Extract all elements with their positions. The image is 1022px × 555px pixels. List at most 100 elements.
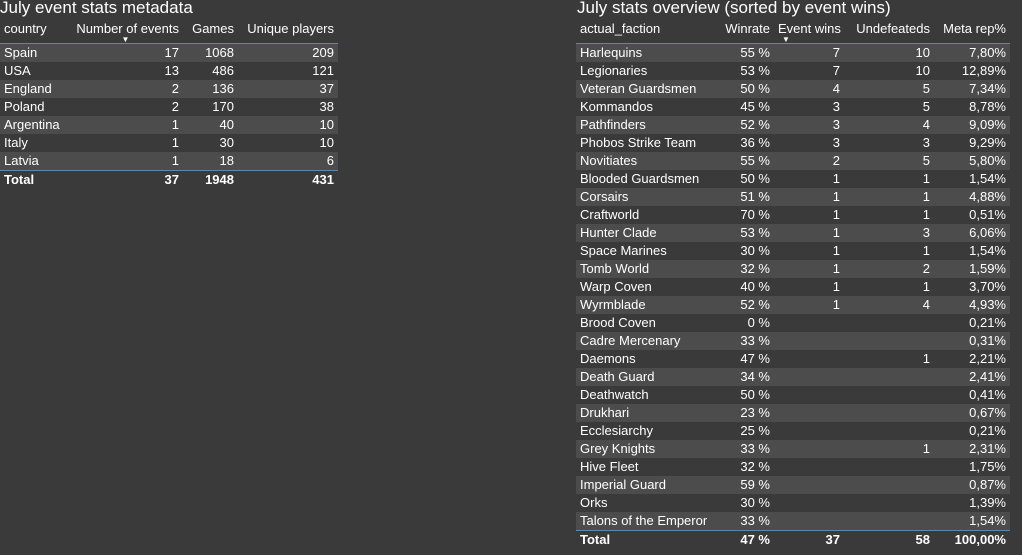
event-wins-cell: 7 [774, 61, 844, 80]
table-row[interactable]: Cadre Mercenary 33 % 0,31% [576, 331, 1010, 350]
table-row[interactable]: Veteran Guardsmen 50 % 4 5 7,34% [576, 79, 1010, 98]
table-row[interactable]: Phobos Strike Team 36 % 3 3 9,29% [576, 133, 1010, 152]
table-row[interactable]: Warp Coven 40 % 1 1 3,70% [576, 277, 1010, 296]
event-wins-cell [774, 367, 844, 386]
total-country-cell: Total [0, 169, 68, 189]
table-row[interactable]: Wyrmblade 52 % 1 4 4,93% [576, 295, 1010, 314]
winrate-cell: 40 % [718, 277, 774, 296]
winrate-cell: 50 % [718, 79, 774, 98]
table-row[interactable]: Ecclesiarchy 25 % 0,21% [576, 421, 1010, 440]
column-header-label: Number of events [76, 21, 179, 36]
events-cell: 1 [68, 115, 183, 134]
undefeateds-cell: 3 [844, 133, 934, 152]
table-row[interactable]: Argentina 1 40 10 [0, 115, 338, 134]
winrate-cell: 33 % [718, 439, 774, 458]
table-row[interactable]: Deathwatch 50 % 0,41% [576, 385, 1010, 404]
column-header-country[interactable]: country [0, 16, 68, 44]
table-row[interactable]: Kommandos 45 % 3 5 8,78% [576, 97, 1010, 116]
winrate-cell: 23 % [718, 403, 774, 422]
faction-cell: Pathfinders [576, 115, 718, 134]
undefeateds-cell: 10 [844, 43, 934, 62]
undefeateds-cell: 1 [844, 277, 934, 296]
table-row[interactable]: Brood Coven 0 % 0,21% [576, 313, 1010, 332]
faction-cell: Legionaries [576, 61, 718, 80]
column-header-actual-faction[interactable]: actual_faction [576, 16, 718, 44]
meta-rep-cell: 3,70% [934, 277, 1010, 296]
table-row[interactable]: Italy 1 30 10 [0, 133, 338, 152]
column-header-meta-rep[interactable]: Meta rep% [934, 16, 1010, 44]
sort-descending-icon[interactable]: ▼ [782, 35, 790, 44]
table-row[interactable]: Tomb World 32 % 1 2 1,59% [576, 259, 1010, 278]
meta-rep-cell: 0,21% [934, 313, 1010, 332]
games-cell: 170 [183, 97, 238, 116]
undefeateds-cell: 5 [844, 97, 934, 116]
event-wins-cell: 1 [774, 259, 844, 278]
meta-rep-cell: 0,51% [934, 205, 1010, 224]
table-row[interactable]: Harlequins 55 % 7 10 7,80% [576, 43, 1010, 62]
players-cell: 10 [238, 133, 338, 152]
winrate-cell: 30 % [718, 241, 774, 260]
faction-cell: Hive Fleet [576, 457, 718, 476]
faction-cell: Harlequins [576, 43, 718, 62]
table-row[interactable]: Pathfinders 52 % 3 4 9,09% [576, 115, 1010, 134]
column-header-undefeateds[interactable]: Undefeateds [844, 16, 934, 44]
table-row[interactable]: Novitiates 55 % 2 5 5,80% [576, 151, 1010, 170]
winrate-cell: 25 % [718, 421, 774, 440]
table-row[interactable]: Imperial Guard 59 % 0,87% [576, 475, 1010, 494]
total-winrate-cell: 47 % [718, 529, 774, 549]
table-row[interactable]: Space Marines 30 % 1 1 1,54% [576, 241, 1010, 260]
table-row[interactable]: Blooded Guardsmen 50 % 1 1 1,54% [576, 169, 1010, 188]
event-wins-cell [774, 457, 844, 476]
table-row[interactable]: Death Guard 34 % 2,41% [576, 367, 1010, 386]
total-meta-rep-cell: 100,00% [934, 529, 1010, 549]
table-row[interactable]: Craftworld 70 % 1 1 0,51% [576, 205, 1010, 224]
table-row[interactable]: Legionaries 53 % 7 10 12,89% [576, 61, 1010, 80]
winrate-cell: 51 % [718, 187, 774, 206]
winrate-cell: 50 % [718, 169, 774, 188]
meta-rep-cell: 4,88% [934, 187, 1010, 206]
table-row[interactable]: Hive Fleet 32 % 1,75% [576, 457, 1010, 476]
events-cell: 2 [68, 79, 183, 98]
undefeateds-cell [844, 475, 934, 494]
table-row[interactable]: Latvia 1 18 6 [0, 151, 338, 170]
column-header-winrate[interactable]: Winrate [718, 16, 774, 44]
faction-cell: Novitiates [576, 151, 718, 170]
table-row[interactable]: Daemons 47 % 1 2,21% [576, 349, 1010, 368]
event-wins-cell: 1 [774, 223, 844, 242]
table-row[interactable]: England 2 136 37 [0, 79, 338, 98]
games-cell: 40 [183, 115, 238, 134]
event-wins-cell: 1 [774, 169, 844, 188]
table-row[interactable]: Hunter Clade 53 % 1 3 6,06% [576, 223, 1010, 242]
sort-descending-icon[interactable]: ▼ [121, 35, 130, 44]
undefeateds-cell [844, 457, 934, 476]
table-row[interactable]: Grey Knights 33 % 1 2,31% [576, 439, 1010, 458]
table-row[interactable]: Corsairs 51 % 1 1 4,88% [576, 187, 1010, 206]
faction-cell: Imperial Guard [576, 475, 718, 494]
table-row[interactable]: Orks 30 % 1,39% [576, 493, 1010, 512]
table-row[interactable]: Drukhari 23 % 0,67% [576, 403, 1010, 422]
table-row[interactable]: Poland 2 170 38 [0, 97, 338, 116]
event-wins-cell: 1 [774, 241, 844, 260]
faction-cell: Phobos Strike Team [576, 133, 718, 152]
faction-cell: Wyrmblade [576, 295, 718, 314]
winrate-cell: 33 % [718, 511, 774, 530]
total-games-cell: 1948 [183, 169, 238, 189]
table-header-row: country Number of events ▼ Games Unique … [0, 16, 338, 44]
faction-cell: Grey Knights [576, 439, 718, 458]
table-row[interactable]: Talons of the Emperor 33 % 1,54% [576, 511, 1010, 530]
table-row[interactable]: Spain 17 1068 209 [0, 43, 338, 62]
undefeateds-cell: 1 [844, 349, 934, 368]
undefeateds-cell: 4 [844, 115, 934, 134]
faction-cell: Warp Coven [576, 277, 718, 296]
winrate-cell: 32 % [718, 259, 774, 278]
winrate-cell: 52 % [718, 115, 774, 134]
column-header-number-of-events[interactable]: Number of events ▼ [68, 16, 183, 44]
winrate-cell: 47 % [718, 349, 774, 368]
table-row[interactable]: USA 13 486 121 [0, 61, 338, 80]
winrate-cell: 30 % [718, 493, 774, 512]
winrate-cell: 34 % [718, 367, 774, 386]
column-header-unique-players[interactable]: Unique players [238, 16, 338, 44]
column-header-games[interactable]: Games [183, 16, 238, 44]
faction-cell: Daemons [576, 349, 718, 368]
column-header-event-wins[interactable]: Event wins ▼ [774, 16, 844, 44]
